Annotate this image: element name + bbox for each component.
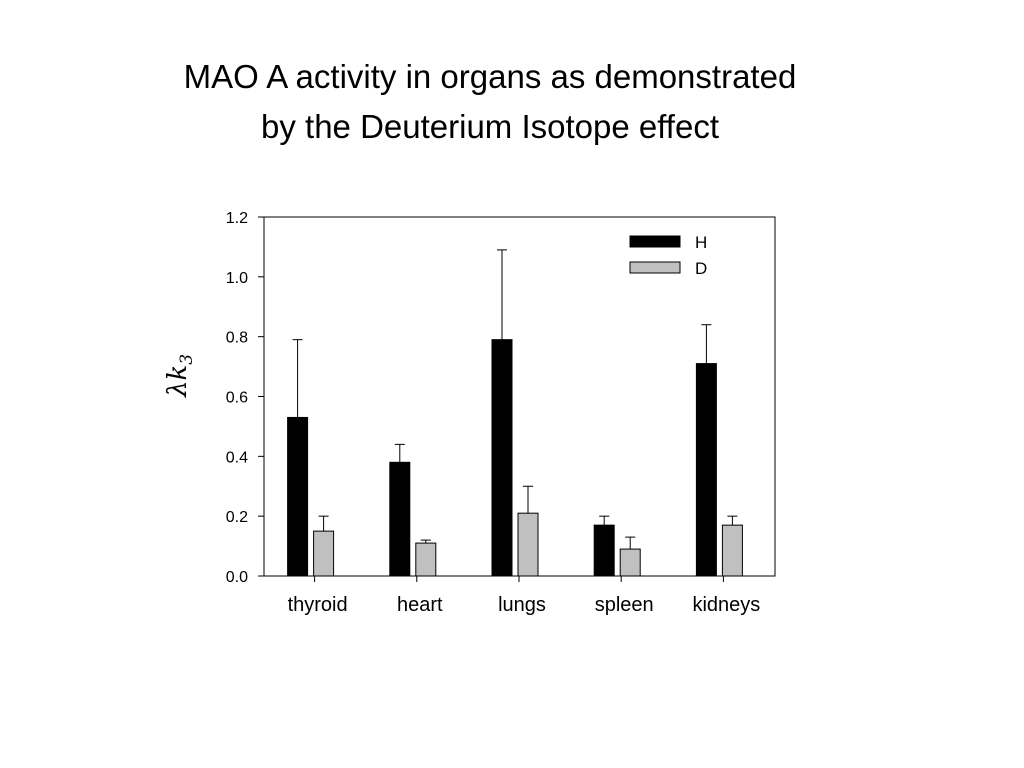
bar	[491, 339, 513, 577]
bar	[389, 461, 411, 577]
x-tick-label: heart	[397, 594, 443, 616]
bar	[593, 524, 615, 577]
chart-title-line-2: by the Deuterium Isotope effect	[261, 108, 719, 145]
chart-legend: HD	[629, 233, 707, 278]
y-axis-label: λk3	[163, 354, 197, 398]
bar	[695, 363, 717, 577]
x-tick-label: lungs	[498, 594, 546, 616]
chart-title: MAO A activity in organs as demonstrated…	[0, 52, 980, 152]
y-tick-label: 0.2	[226, 509, 248, 526]
legend-swatch	[629, 261, 681, 274]
x-tick-label: spleen	[595, 594, 654, 616]
x-tick-label: kidneys	[692, 594, 760, 616]
y-tick-label: 0.6	[226, 390, 248, 407]
y-tick-label: 0.4	[226, 449, 248, 466]
chart-title-line-1: MAO A activity in organs as demonstrated	[183, 58, 797, 95]
x-tick-label: thyroid	[288, 594, 348, 616]
chart-axes: 0.0 0.2 0.4 0.6 0.8 1.0 1.2 thyroid heart lungs sp…	[226, 210, 776, 616]
y-axis-label-main: λk	[163, 365, 193, 398]
legend-label: D	[695, 259, 707, 278]
legend-label: H	[695, 233, 707, 252]
bar	[517, 512, 539, 577]
bar	[415, 542, 437, 577]
bar	[313, 530, 335, 577]
y-tick-label: 1.2	[226, 210, 248, 227]
bar	[287, 416, 309, 577]
y-tick-label: 1.0	[226, 270, 248, 287]
bar	[619, 548, 641, 577]
y-axis-label-subscript: 3	[177, 354, 197, 365]
legend-swatch	[629, 235, 681, 248]
bar	[721, 524, 743, 577]
y-tick-label: 0.0	[226, 569, 248, 586]
y-tick-label: 0.8	[226, 330, 248, 347]
chart-bars	[287, 249, 743, 577]
